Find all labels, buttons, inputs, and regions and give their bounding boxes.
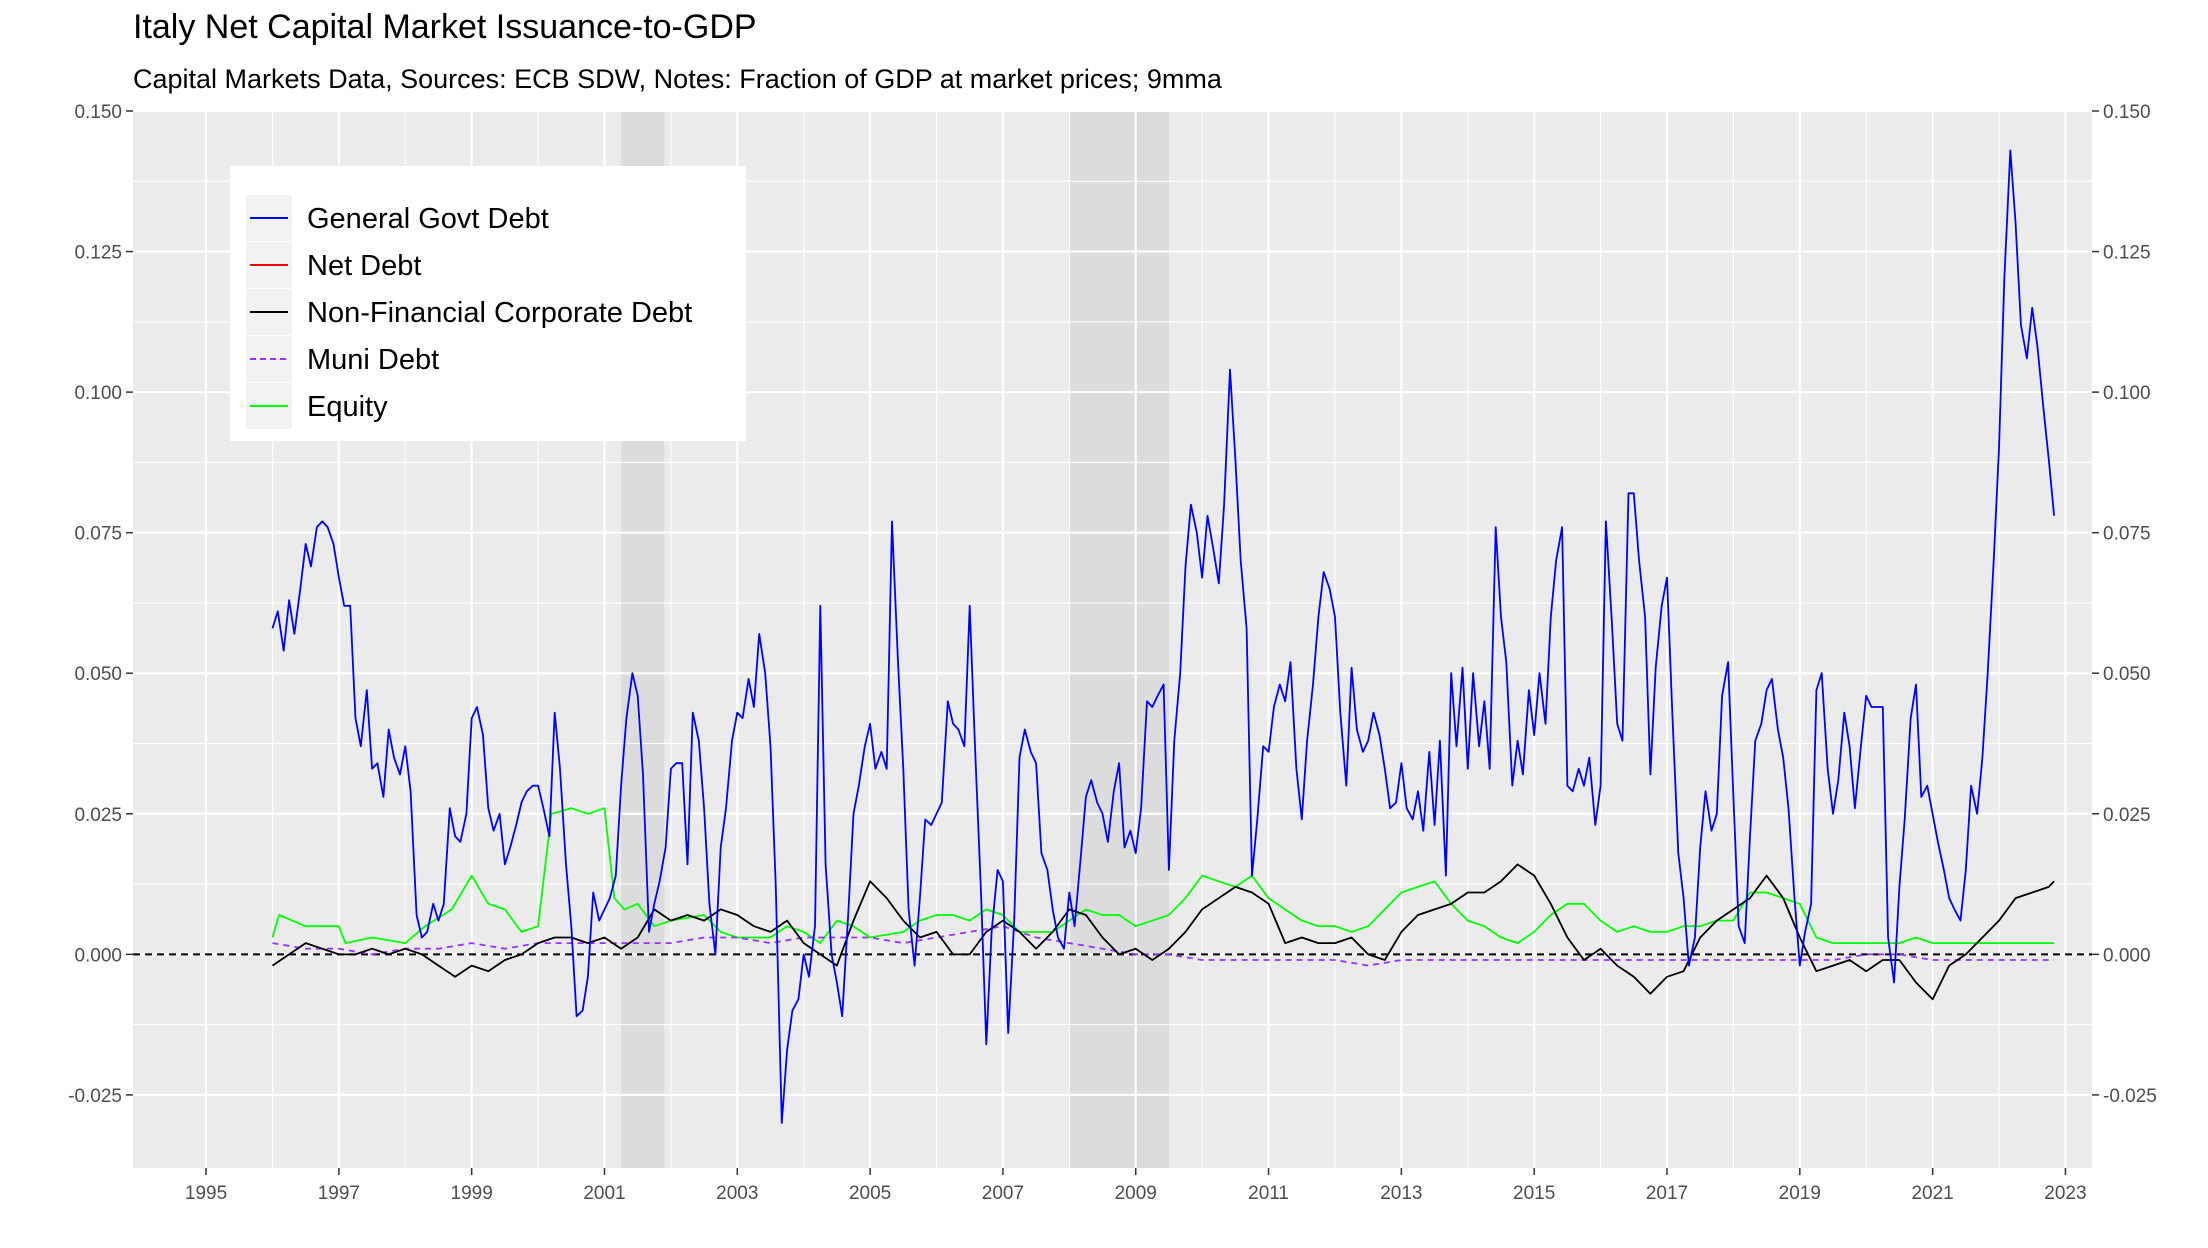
x-tick-label: 1995 <box>185 1183 227 1204</box>
x-tick-label: 2021 <box>1911 1183 1953 1204</box>
x-tick-label: 1999 <box>451 1183 493 1204</box>
legend-box <box>230 166 746 441</box>
chart-subtitle: Capital Markets Data, Sources: ECB SDW, … <box>133 64 1222 94</box>
legend: General Govt Debt Net Debt Non-Financial C… <box>230 166 746 441</box>
legend-label: Equity <box>307 391 388 423</box>
y-tick-label-left: 0.150 <box>74 102 122 123</box>
x-tick-label: 2003 <box>716 1183 758 1204</box>
y-tick-label-right: 0.100 <box>2103 383 2151 404</box>
x-tick-label: 2017 <box>1646 1183 1688 1204</box>
x-tick-label: 2007 <box>982 1183 1024 1204</box>
recession-band-1 <box>1069 111 1169 1168</box>
y-tick-label-left: 0.000 <box>74 945 122 966</box>
x-tick-label: 2011 <box>1248 1183 1289 1204</box>
x-tick-label: 1997 <box>318 1183 360 1204</box>
legend-label: Muni Debt <box>307 344 439 376</box>
x-tick-label: 2001 <box>583 1183 625 1204</box>
legend-label: Non-Financial Corporate Debt <box>307 297 692 329</box>
y-tick-label-right: 0.050 <box>2103 664 2151 685</box>
x-tick-label: 2015 <box>1513 1183 1555 1204</box>
grid-lines <box>133 110 2092 1168</box>
chart-title: Italy Net Capital Market Issuance-to-GDP <box>133 8 757 46</box>
series-line-equity <box>271 807 2055 944</box>
x-tick-label: 2005 <box>849 1183 891 1204</box>
y-tick-label-right: 0.150 <box>2103 102 2151 123</box>
y-tick-label-left: 0.075 <box>74 524 122 545</box>
series-line-general-govt-debt <box>271 149 2055 1124</box>
y-tick-label-left: -0.025 <box>68 1086 122 1107</box>
y-tick-label-left: 0.125 <box>74 243 122 264</box>
legend-label: General Govt Debt <box>307 203 549 235</box>
legend-label: Net Debt <box>307 250 421 282</box>
y-tick-label-left: 0.050 <box>74 664 122 685</box>
x-tick-label: 2019 <box>1779 1183 1821 1204</box>
x-tick-label: 2013 <box>1380 1183 1422 1204</box>
y-tick-label-right: 0.075 <box>2103 524 2151 545</box>
y-tick-label-left: 0.100 <box>74 383 122 404</box>
series-lines <box>271 149 2055 1124</box>
axes: -0.025 -0.025 0.000 0.000 0.025 0.025 0.050 0.0… <box>68 102 2157 1204</box>
y-tick-label-right: 0.000 <box>2103 945 2151 966</box>
y-tick-label-right: 0.125 <box>2103 243 2151 264</box>
y-tick-label-right: 0.025 <box>2103 805 2151 826</box>
x-tick-label: 2009 <box>1115 1183 1157 1204</box>
y-tick-label-left: 0.025 <box>74 805 122 826</box>
y-tick-label-right: -0.025 <box>2103 1086 2157 1107</box>
x-tick-label: 2023 <box>2044 1183 2086 1204</box>
series-line-muni-debt <box>272 925 2055 967</box>
